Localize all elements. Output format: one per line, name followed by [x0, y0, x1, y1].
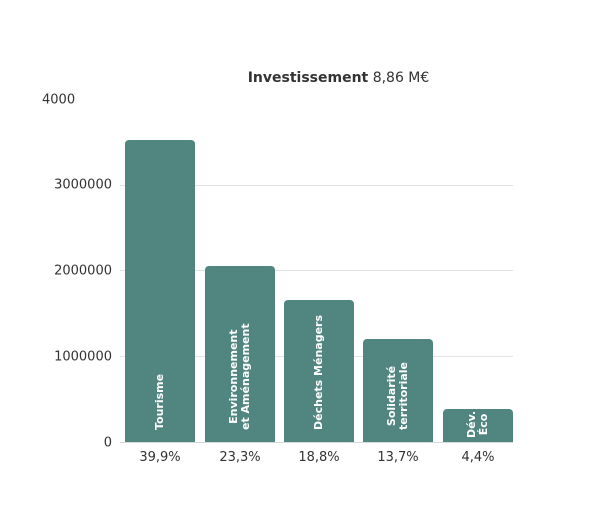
- xlabel-tourisme: 39,9%: [139, 450, 181, 465]
- bar-dechets[interactable]: Déchets Ménagers: [284, 300, 354, 442]
- xlabel-solidarite: 13,7%: [377, 450, 419, 465]
- bar-label: Solidarité territoriale: [385, 361, 410, 430]
- bar-label: Déchets Ménagers: [312, 314, 325, 430]
- bar-dev-eco[interactable]: Dév. Éco: [443, 409, 513, 442]
- bar-label: Dév. Éco: [465, 410, 490, 438]
- ytick-1000000: 1000000: [54, 349, 112, 365]
- chart-title-value: 8,86 M€: [372, 70, 430, 86]
- ytick-2000000: 2000000: [54, 263, 112, 279]
- ytick-3000000: 3000000: [54, 177, 112, 193]
- gridline-3000000: [120, 185, 513, 186]
- bar-solidarite[interactable]: Solidarité territoriale: [363, 339, 433, 442]
- ytick-4000000: 4000: [42, 92, 76, 108]
- xlabel-environnement: 23,3%: [219, 450, 261, 465]
- x-axis-baseline: [120, 442, 513, 443]
- ytick-0: 0: [103, 435, 112, 451]
- bar-tourisme[interactable]: Tourisme: [125, 140, 195, 442]
- xlabel-dev-eco: 4,4%: [461, 450, 495, 465]
- bar-environnement[interactable]: Environnement et Aménagement: [205, 266, 275, 442]
- chart-title-bold: Investissement: [247, 70, 369, 86]
- gridline-2000000: [120, 270, 513, 271]
- chart-title: Investissement 8,86 M€: [0, 70, 607, 86]
- xlabel-dechets: 18,8%: [298, 450, 340, 465]
- bar-label: Environnement et Aménagement: [227, 323, 252, 430]
- bar-label: Tourisme: [153, 373, 166, 430]
